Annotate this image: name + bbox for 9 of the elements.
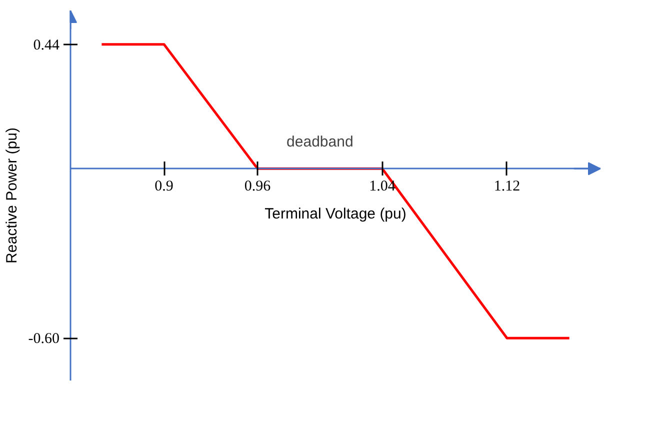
y-axis-title: Reactive Power (pu) [3,128,20,264]
annotation: deadband [286,134,354,151]
x-tick-label: 0.9 [154,178,174,195]
x-tick-label: 0.96 [244,178,272,195]
y-tick-label: 0.44 [33,37,60,54]
x-tick-label: 1.12 [494,178,520,195]
x-tick-label: 1.04 [369,178,396,195]
x-axis-title: Terminal Voltage (pu) [264,206,406,222]
y-tick-label: -0.60 [28,331,60,348]
